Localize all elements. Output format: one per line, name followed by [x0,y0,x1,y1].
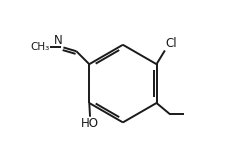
Text: CH₃: CH₃ [30,42,50,52]
Text: N: N [54,34,62,47]
Text: HO: HO [81,117,99,131]
Text: Cl: Cl [165,37,176,50]
